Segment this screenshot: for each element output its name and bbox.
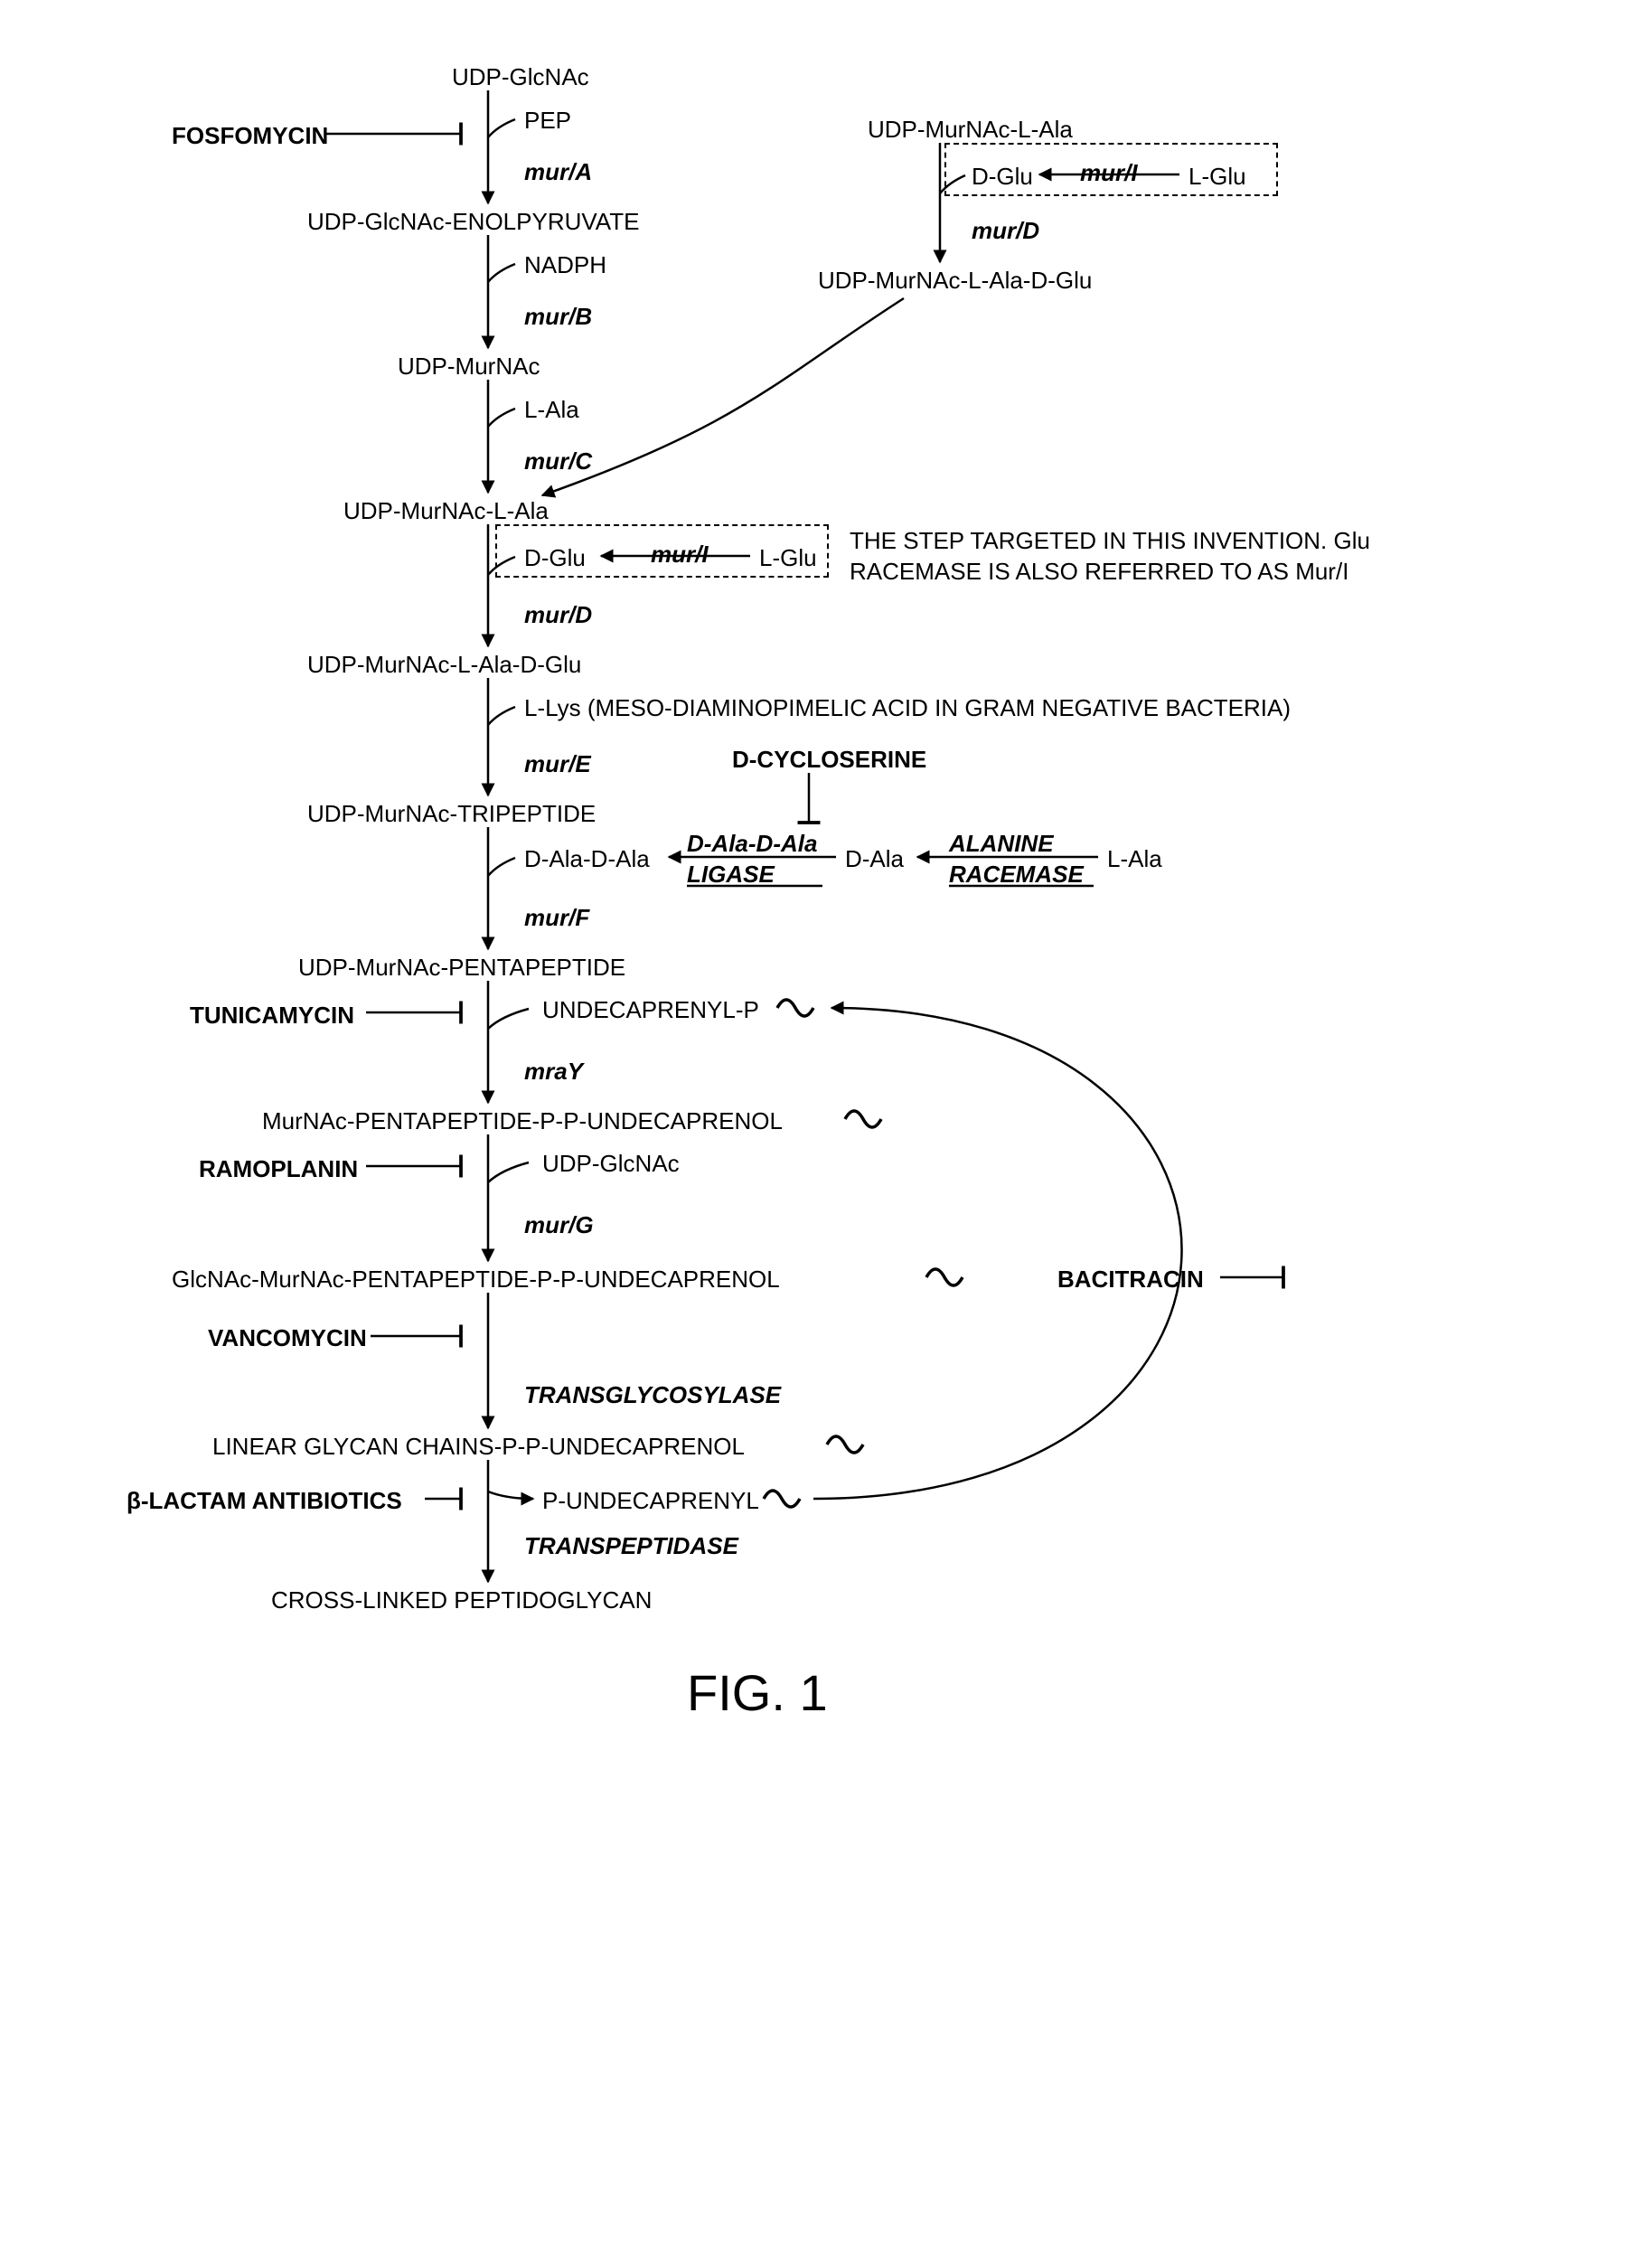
node-n10: mur/C	[524, 447, 592, 475]
node-n24b: RACEMASE	[949, 861, 1084, 889]
node-n31: MurNAc-PENTAPEPTIDE-P-P-UNDECAPRENOL	[262, 1107, 783, 1135]
node-n41: P-UNDECAPRENYL	[542, 1487, 759, 1515]
node-n8: UDP-MurNAc	[398, 353, 540, 381]
node-n22a: D-Ala-D-Ala	[687, 830, 817, 858]
node-n37: VANCOMYCIN	[208, 1324, 367, 1352]
node-n27: UDP-MurNAc-PENTAPEPTIDE	[298, 954, 625, 982]
node-n36: BACITRACIN	[1057, 1266, 1204, 1294]
figure-label: FIG. 1	[687, 1663, 828, 1722]
node-n22b: LIGASE	[687, 861, 775, 889]
node-n15: mur/D	[524, 601, 592, 629]
node-n35: GlcNAc-MurNAc-PENTAPEPTIDE-P-P-UNDECAPRE…	[172, 1266, 780, 1294]
node-n30: mraY	[524, 1058, 583, 1086]
node-n40: β-LACTAM ANTIBIOTICS	[127, 1487, 402, 1515]
node-n3: PEP	[524, 107, 571, 135]
dashed-box	[495, 524, 829, 578]
node-n5: UDP-GlcNAc-ENOLPYRUVATE	[307, 208, 639, 236]
node-n38: TRANSGLYCOSYLASE	[524, 1381, 781, 1409]
node-n20: UDP-MurNAc-TRIPEPTIDE	[307, 800, 596, 828]
node-n7: mur/B	[524, 303, 592, 331]
node-n42: TRANSPEPTIDASE	[524, 1532, 738, 1560]
dashed-box	[944, 143, 1278, 196]
node-n4: mur/A	[524, 158, 592, 186]
node-n21: D-Ala-D-Ala	[524, 845, 650, 873]
node-n43: CROSS-LINKED PEPTIDOGLYCAN	[271, 1586, 652, 1614]
node-n16: UDP-MurNAc-L-Ala-D-Glu	[307, 651, 581, 679]
node-n55: UDP-MurNAc-L-Ala-D-Glu	[818, 267, 1092, 295]
node-n34: mur/G	[524, 1211, 594, 1239]
node-n25: L-Ala	[1107, 845, 1162, 873]
node-n6: NADPH	[524, 251, 606, 279]
annotation-text: THE STEP TARGETED IN THIS INVENTION. Glu…	[850, 526, 1392, 588]
node-n19: D-CYCLOSERINE	[732, 746, 926, 774]
node-n26: mur/F	[524, 904, 589, 932]
node-n17: L-Lys (MESO-DIAMINOPIMELIC ACID IN GRAM …	[524, 694, 1291, 722]
node-n33: UDP-GlcNAc	[542, 1150, 680, 1178]
node-n18: mur/E	[524, 750, 591, 778]
node-n11: UDP-MurNAc-L-Ala	[343, 497, 549, 525]
node-n29: UNDECAPRENYL-P	[542, 996, 759, 1024]
node-n1: UDP-GlcNAc	[452, 63, 589, 91]
node-n2: FOSFOMYCIN	[172, 122, 328, 150]
node-n24a: ALANINE	[949, 830, 1054, 858]
node-n28: TUNICAMYCIN	[190, 1002, 354, 1030]
node-n9: L-Ala	[524, 396, 579, 424]
node-n23: D-Ala	[845, 845, 904, 873]
node-n39: LINEAR GLYCAN CHAINS-P-P-UNDECAPRENOL	[212, 1433, 745, 1461]
node-n50: UDP-MurNAc-L-Ala	[868, 116, 1073, 144]
node-n32: RAMOPLANIN	[199, 1155, 358, 1183]
node-n54: mur/D	[972, 217, 1039, 245]
